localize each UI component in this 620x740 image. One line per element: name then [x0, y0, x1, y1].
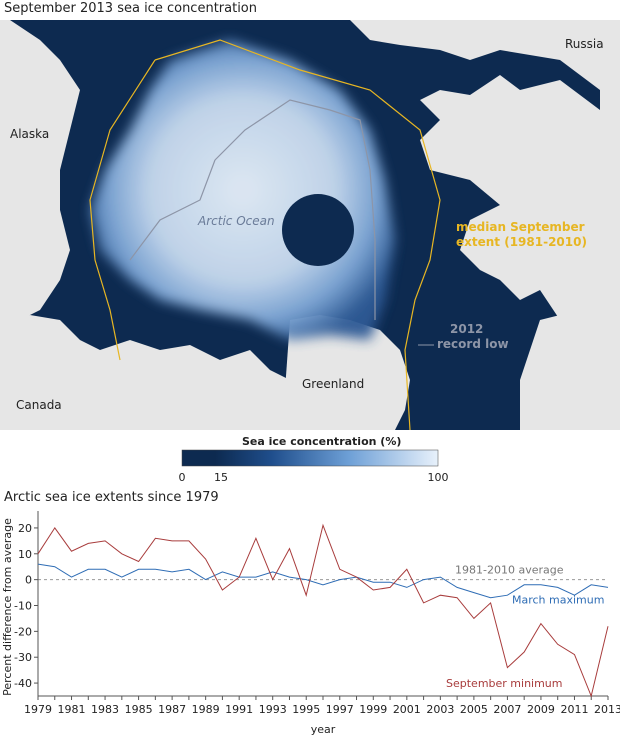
map-label-arctic-ocean: Arctic Ocean [197, 214, 275, 228]
y-tick-label: -20 [14, 625, 32, 638]
map-label-greenland: Greenland [302, 377, 364, 391]
series-line-0 [37, 563, 609, 599]
y-tick-label: -10 [14, 600, 32, 613]
y-tick-label: 10 [18, 548, 32, 561]
land-alaska [0, 20, 80, 320]
y-tick-label: 0 [25, 574, 32, 587]
x-tick-label: 2013 [594, 703, 620, 716]
chart-lines [37, 523, 609, 698]
y-tick-label: -40 [14, 677, 32, 690]
x-tick-label: 2009 [527, 703, 555, 716]
x-tick-label: 1985 [125, 703, 153, 716]
x-tick-label: 2003 [426, 703, 454, 716]
legend-tick-15: 15 [214, 471, 228, 484]
map-label-median-2: extent (1981-2010) [456, 235, 587, 249]
land-russia [350, 20, 620, 320]
x-tick-label: 1995 [292, 703, 320, 716]
x-axis-label: year [311, 723, 336, 736]
chart-axes: 20 10 0 -10 -20 -30 -40 1979 1981 1983 1985 1987 198… [14, 511, 620, 716]
x-tick-label: 1979 [24, 703, 52, 716]
map-label-median-1: median September [456, 220, 585, 234]
extent-chart: 20 10 0 -10 -20 -30 -40 1979 1981 1983 1985 1987 198… [1, 511, 620, 736]
series-label-0: March maximum [512, 594, 604, 607]
land-greenland [285, 315, 410, 430]
chart-title: Arctic sea ice extents since 1979 [4, 490, 219, 505]
x-tick-label: 2011 [560, 703, 588, 716]
x-tick-label: 1983 [91, 703, 119, 716]
x-tick-label: 1981 [58, 703, 86, 716]
x-tick-label: 1993 [259, 703, 287, 716]
x-tick-label: 1987 [158, 703, 186, 716]
land-canada [0, 315, 300, 430]
y-axis-label: Percent difference from average [1, 518, 14, 696]
legend-tick-100: 100 [428, 471, 449, 484]
x-tick-label: 2005 [460, 703, 488, 716]
pole-hole [282, 194, 354, 266]
y-tick-label: 20 [18, 522, 32, 535]
map-label-canada: Canada [16, 398, 62, 412]
map-label-russia: Russia [565, 37, 604, 51]
x-tick-label: 1999 [359, 703, 387, 716]
median-extent-line [89, 39, 441, 430]
y-tick-label: -30 [14, 651, 32, 664]
map-label-record-1: 2012 [450, 322, 483, 336]
series-label-1: September minimum [446, 677, 563, 690]
x-tick-label: 2001 [393, 703, 421, 716]
legend-colorbar [181, 449, 439, 467]
record-low-line [129, 99, 376, 320]
series-line-1 [37, 523, 609, 698]
x-tick-label: 1989 [192, 703, 220, 716]
map-label-record-2: record low [437, 337, 509, 351]
reference-label: 1981-2010 average [455, 564, 564, 577]
x-tick-label: 1997 [326, 703, 354, 716]
legend-tick-0: 0 [179, 471, 186, 484]
x-tick-label: 2007 [493, 703, 521, 716]
map-title: September 2013 sea ice concentration [4, 1, 257, 16]
map-label-alaska: Alaska [10, 127, 49, 141]
legend-title: Sea ice concentration (%) [242, 435, 401, 448]
concentration-legend: Sea ice concentration (%) 0 15 100 [179, 435, 449, 484]
sea-ice-map: Russia Alaska Arctic Ocean median Septem… [0, 20, 620, 430]
chart-labels: 1981-2010 average March maximum September … [446, 564, 604, 690]
land-europe [520, 300, 620, 430]
x-tick-label: 1991 [225, 703, 253, 716]
